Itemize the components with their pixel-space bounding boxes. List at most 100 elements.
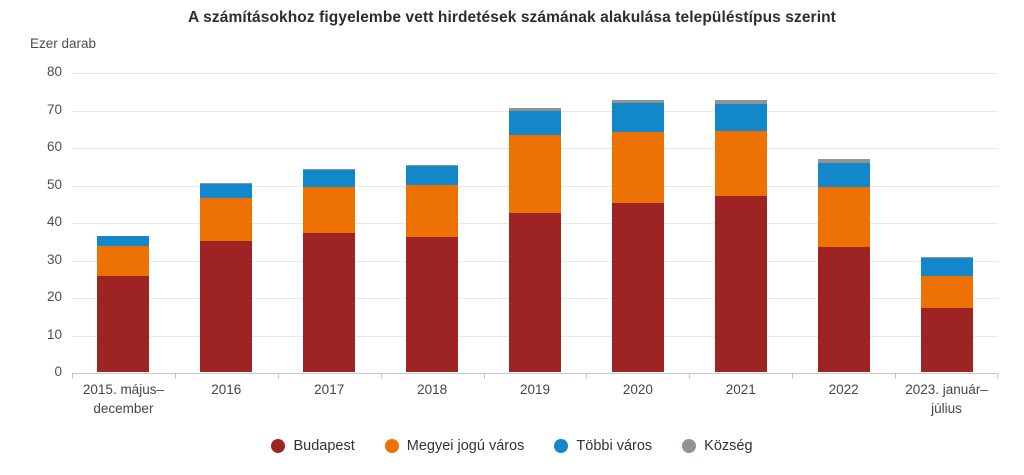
legend-dot-icon: [384, 439, 399, 453]
bar-segment: [611, 203, 664, 372]
legend-item-1: Megyei jogú város: [384, 438, 525, 454]
bar-segment: [97, 275, 150, 372]
bar-cell-5: [586, 73, 689, 373]
bar-segment: [714, 103, 767, 131]
plot-area: 0 10 20 30 40 50 60 70 80 2015. május– december 20…: [47, 64, 998, 416]
y-axis-title: Ezer darab: [30, 36, 97, 51]
stacked-bar-3: [406, 164, 459, 372]
bar-segment: [303, 186, 356, 234]
y-tick-label-50: 50: [46, 176, 62, 192]
legend-label: Többi város: [576, 438, 653, 454]
legend-item-0: Budapest: [271, 438, 355, 454]
bar-cell-3: [381, 73, 484, 373]
bar-segment: [611, 132, 664, 204]
x-axis-tick: [895, 373, 897, 379]
bar-segment: [817, 187, 870, 248]
x-tick-label-7: 2022: [828, 382, 859, 397]
bar-segment: [406, 237, 459, 372]
bar-segment: [508, 111, 561, 135]
bar-cell-2: [278, 73, 381, 373]
legend-label: Megyei jogú város: [406, 438, 525, 454]
bar-segment: [406, 164, 459, 167]
gridline-80: [72, 73, 998, 74]
stacked-bar-1: [200, 183, 253, 372]
bar-segment: [200, 240, 253, 372]
bar-segment: [303, 169, 356, 171]
y-tick-label-80: 80: [46, 64, 62, 79]
bar-segment: [97, 236, 150, 246]
y-tick-label-70: 70: [46, 101, 62, 117]
bar-segment: [920, 275, 973, 309]
bar-segment: [714, 130, 767, 196]
bar-segment: [920, 258, 973, 276]
bar-segment: [303, 233, 356, 372]
stacked-bar-8: [920, 257, 973, 372]
x-tick-label-8: 2023. január– július: [905, 382, 988, 416]
bar-segment: [508, 212, 561, 372]
x-tick-label-2: 2017: [314, 382, 345, 397]
bar-segment: [406, 184, 459, 237]
bar-cell-4: [484, 73, 587, 373]
bar-segment: [817, 247, 870, 372]
bar-segment: [200, 198, 253, 241]
x-axis-tick: [174, 373, 176, 379]
y-tick-label-60: 60: [46, 139, 62, 154]
legend-dot-icon: [554, 439, 569, 453]
bar-segment: [611, 100, 664, 103]
bar-segment: [406, 166, 459, 185]
x-tick-label-3: 2018: [417, 382, 448, 397]
x-axis-tick: [586, 373, 588, 379]
bar-segment: [97, 245, 150, 276]
stacked-bar-6: [714, 100, 767, 372]
bar-cell-0: [72, 73, 175, 373]
legend-item-2: Többi város: [554, 438, 652, 454]
legend-dot-icon: [682, 439, 697, 453]
y-tick-label-10: 10: [46, 326, 62, 342]
x-axis-tick: [483, 373, 485, 379]
x-axis-tick: [689, 373, 691, 379]
legend-label: Község: [704, 438, 753, 454]
bar-segment: [611, 102, 664, 132]
bar-cell-8: [895, 73, 998, 373]
x-tick-label-1: 2016: [211, 382, 242, 397]
stacked-bar-2: [303, 169, 356, 372]
stacked-bar-4: [508, 107, 561, 372]
x-axis-baseline: [72, 373, 998, 374]
bar-segment: [817, 159, 870, 163]
x-tick-label-6: 2021: [725, 382, 756, 397]
bar-segment: [920, 257, 973, 258]
bar-segment: [200, 183, 253, 198]
x-tick-label-4: 2019: [519, 382, 550, 397]
bar-segment: [200, 183, 253, 184]
bar-segment: [508, 135, 561, 213]
legend: Budapest Megyei jogú város Többi város Közs…: [0, 438, 1024, 454]
legend-label: Budapest: [293, 438, 355, 454]
bar-cell-7: [792, 73, 895, 373]
x-axis-tick: [277, 373, 279, 379]
y-tick-label-0: 0: [54, 364, 62, 379]
stacked-bar-0: [97, 235, 150, 372]
y-tick-label-20: 20: [46, 289, 62, 304]
chart-title: A számításokhoz figyelembe vett hirdetés…: [188, 9, 836, 26]
bar-segment: [714, 195, 767, 372]
legend-item-3: Község: [682, 438, 753, 454]
x-axis-tick: [380, 373, 382, 379]
bar-cell-6: [689, 73, 792, 373]
x-axis-tick: [72, 373, 73, 379]
bar-segment: [303, 170, 356, 187]
bar-segment: [508, 107, 561, 112]
y-tick-label-30: 30: [46, 251, 62, 267]
bar-cell-1: [175, 73, 278, 373]
bar-segment: [97, 235, 150, 237]
legend-dot-icon: [271, 439, 286, 453]
stacked-bar-5: [611, 100, 664, 372]
x-tick-label-5: 2020: [622, 382, 653, 397]
bar-segment: [920, 308, 973, 372]
bar-segment: [817, 162, 870, 188]
y-tick-label-40: 40: [46, 214, 62, 229]
bar-segment: [714, 100, 767, 104]
x-axis-tick: [792, 373, 794, 379]
x-axis-tick: [997, 373, 998, 379]
x-tick-label-0: 2015. május– december: [82, 382, 164, 416]
